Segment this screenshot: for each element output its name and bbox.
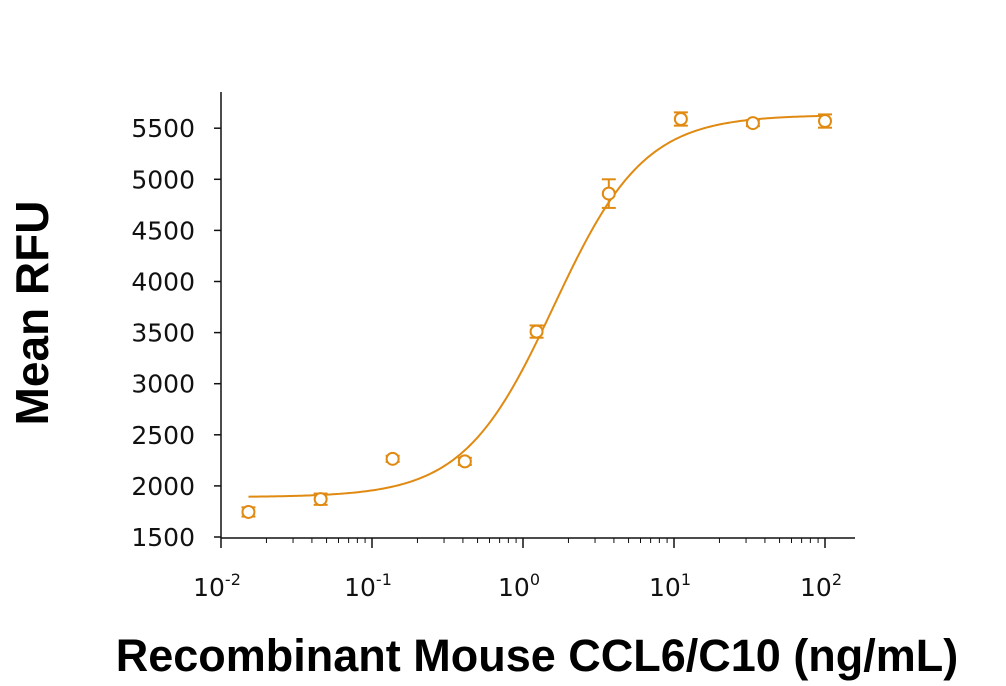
- data-points: [241, 111, 832, 519]
- y-tick-label: 1500: [131, 523, 195, 552]
- y-tick-label: 3500: [131, 319, 195, 348]
- data-point: [529, 324, 544, 339]
- y-tick-label: 4000: [131, 268, 195, 297]
- point-marker: [745, 116, 760, 131]
- y-axis-title: Mean RFU: [6, 201, 58, 426]
- x-tick-label: 10-2: [193, 570, 241, 602]
- point-marker: [457, 454, 472, 469]
- data-point: [601, 178, 616, 209]
- point-marker: [673, 112, 688, 127]
- data-point: [313, 492, 328, 507]
- data-point: [457, 454, 472, 469]
- data-point: [241, 504, 256, 519]
- x-axis: 10-2 10-1 100 101 102: [193, 537, 855, 602]
- x-axis-title: Recombinant Mouse CCL6/C10 (ng/mL): [116, 630, 959, 681]
- y-tick-label: 4500: [131, 216, 195, 245]
- y-axis: 1500 2000 2500 3000 3500 4000 4500 5000 5500: [131, 92, 222, 552]
- data-point: [385, 451, 400, 466]
- data-point: [745, 116, 760, 131]
- point-marker: [385, 451, 400, 466]
- x-tick-label: 10-1: [344, 570, 392, 602]
- y-tick-label: 5500: [131, 114, 195, 143]
- fit-curve: [248, 114, 826, 498]
- point-marker: [313, 492, 328, 507]
- data-point: [673, 111, 688, 127]
- x-tick-label: 100: [498, 570, 540, 602]
- point-marker: [601, 186, 616, 201]
- y-tick-label: 2500: [131, 421, 195, 450]
- data-point: [818, 113, 832, 129]
- point-marker: [241, 504, 256, 519]
- y-tick-label: 5000: [131, 165, 195, 194]
- x-tick-label: 101: [649, 570, 691, 602]
- y-tick-label: 2000: [131, 472, 195, 501]
- x-tick-label: 102: [800, 570, 842, 602]
- y-tick-label: 3000: [131, 370, 195, 399]
- point-marker: [818, 114, 832, 129]
- point-marker: [529, 324, 544, 339]
